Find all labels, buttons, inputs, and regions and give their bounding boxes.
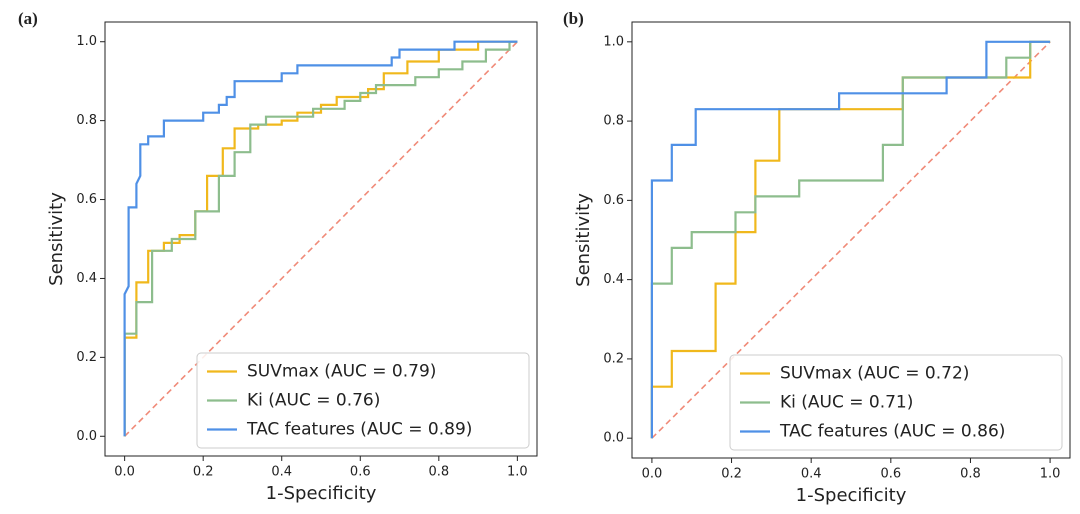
x-tick-label: 0.4 (271, 465, 292, 480)
y-tick-label: 0.6 (76, 192, 97, 207)
roc-line (123, 40, 518, 437)
x-tick-label: 0.0 (642, 467, 663, 482)
legend-label: SUVmax (AUC = 0.79) (247, 362, 436, 382)
y-axis-label: Sensitivity (573, 193, 594, 287)
x-tick-label: 0.2 (193, 465, 214, 480)
axes-frame (631, 21, 1071, 459)
x-tick-label: 0.8 (428, 465, 449, 480)
panel-label: (b) (563, 9, 584, 28)
x-tick-label: 1.0 (1040, 467, 1061, 482)
x-tick-label: 0.4 (801, 467, 822, 482)
y-axis-label: Sensitivity (46, 192, 67, 286)
x-tick-label: 0.8 (960, 467, 981, 482)
legend-label: Ki (AUC = 0.76) (247, 391, 380, 411)
reference-line (124, 41, 518, 437)
legend: SUVmax (AUC = 0.72) Ki (AUC = 0.71) TAC fe… (729, 354, 1063, 451)
x-tick-label: 0.0 (114, 465, 135, 480)
x-tick-label: 0.6 (350, 465, 371, 480)
x-axis-label: 1-Specificity (796, 485, 907, 506)
y-tick-label: 1.0 (76, 34, 97, 49)
y-tick-label: 0.8 (76, 113, 97, 128)
legend: SUVmax (AUC = 0.79) Ki (AUC = 0.76) TAC fe… (196, 352, 530, 449)
axes-frame (104, 21, 538, 457)
y-tick-label: 1.0 (603, 34, 624, 49)
roc-line (650, 40, 1051, 439)
legend-label: Ki (AUC = 0.71) (780, 393, 913, 413)
legend-label: SUVmax (AUC = 0.72) (780, 364, 969, 384)
y-tick-label: 0.0 (76, 429, 97, 444)
legend-label: TAC features (AUC = 0.86) (779, 422, 1005, 442)
reference-line (651, 41, 1051, 439)
panel-label: (a) (18, 9, 38, 28)
y-tick-label: 0.0 (603, 431, 624, 446)
x-tick-label: 1.0 (507, 465, 528, 480)
legend-box (196, 352, 530, 449)
y-tick-label: 0.4 (603, 272, 624, 287)
legend-label: TAC features (AUC = 0.89) (246, 420, 472, 440)
roc-line (123, 40, 518, 437)
roc-line (650, 40, 1051, 439)
x-axis-label: 1-Specificity (266, 483, 377, 504)
y-tick-label: 0.4 (76, 271, 97, 286)
y-tick-label: 0.2 (76, 350, 97, 365)
y-tick-label: 0.2 (603, 351, 624, 366)
y-tick-label: 0.8 (603, 114, 624, 129)
x-tick-label: 0.2 (721, 467, 742, 482)
legend-box (729, 354, 1063, 451)
x-tick-label: 0.6 (880, 467, 901, 482)
y-tick-label: 0.6 (603, 193, 624, 208)
